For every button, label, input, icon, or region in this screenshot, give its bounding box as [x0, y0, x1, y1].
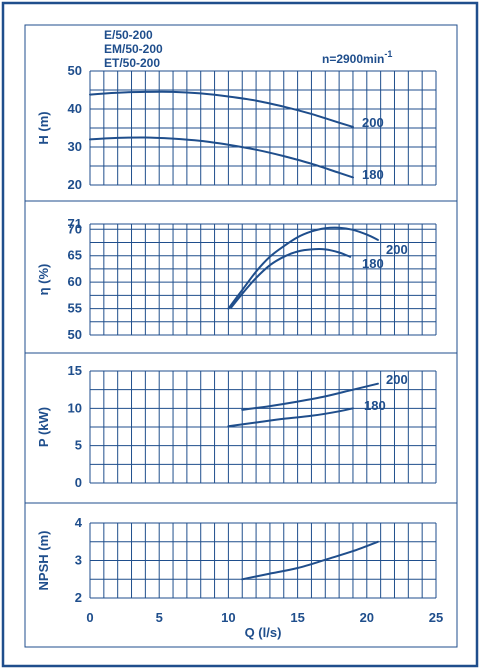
y-tick-label: 2: [75, 590, 82, 605]
series-line-200: [241, 382, 379, 411]
x-tick-label: 15: [290, 610, 304, 625]
series-label: 180: [364, 398, 386, 413]
y-tick-label: 4: [75, 515, 83, 530]
y-tick-label: 15: [68, 363, 82, 378]
y-tick-label: 50: [68, 327, 82, 342]
series-label: 180: [362, 256, 384, 271]
series-label: 200: [386, 372, 408, 387]
x-tick-label: 20: [360, 610, 374, 625]
series-line-200: [89, 90, 354, 128]
y-tick-label: 65: [68, 248, 82, 263]
y-tick-label: 60: [68, 274, 82, 289]
series-line-180: [227, 407, 354, 428]
y-tick-label: 50: [68, 63, 82, 78]
y-tick-label: 10: [68, 400, 82, 415]
series-label: 200: [386, 242, 408, 257]
x-tick-label: 0: [86, 610, 93, 625]
series-label: 180: [362, 167, 384, 182]
series-line-180: [89, 136, 354, 179]
y-tick-label: 3: [75, 553, 82, 568]
y-tick-label: 5: [75, 438, 82, 453]
y-axis-label: H (m): [36, 111, 51, 144]
y-tick-label: 30: [68, 139, 82, 154]
speed-label: n=2900min-1: [322, 49, 392, 66]
y-axis-label: P (kW): [36, 407, 51, 447]
x-axis-label: Q (l/s): [245, 625, 282, 640]
y-tick-label: 55: [68, 301, 82, 316]
y-axis-label: NPSH (m): [36, 531, 51, 591]
chart-panel: 2 3 4 NPSH (m) 0 5 10 15 20 25 Q (l/s): [36, 515, 443, 640]
y-tick-label: 0: [75, 475, 82, 490]
speed-exponent: -1: [384, 49, 392, 59]
series-line-npsh: [241, 540, 379, 581]
series-line-180: [230, 248, 352, 309]
y-tick-label: 71: [68, 216, 82, 231]
model-label: EM/50-200: [104, 42, 163, 56]
y-tick-label: 70: [68, 221, 82, 236]
chart-panel: 20 30 40 50 H (m) 200 180: [36, 63, 437, 192]
y-tick-label: 20: [68, 177, 82, 192]
inner-frame: [24, 24, 458, 648]
model-label: ET/50-200: [104, 56, 160, 70]
x-tick-label: 10: [221, 610, 235, 625]
model-label: E/50-200: [104, 28, 153, 42]
y-axis-label: η (%): [36, 264, 51, 296]
x-tick-label: 25: [429, 610, 443, 625]
y-tick-label: 40: [68, 101, 82, 116]
series-line-200: [227, 226, 379, 310]
speed-text: n=2900min: [322, 52, 384, 66]
x-tick-label: 5: [156, 610, 163, 625]
series-label: 200: [362, 115, 384, 130]
